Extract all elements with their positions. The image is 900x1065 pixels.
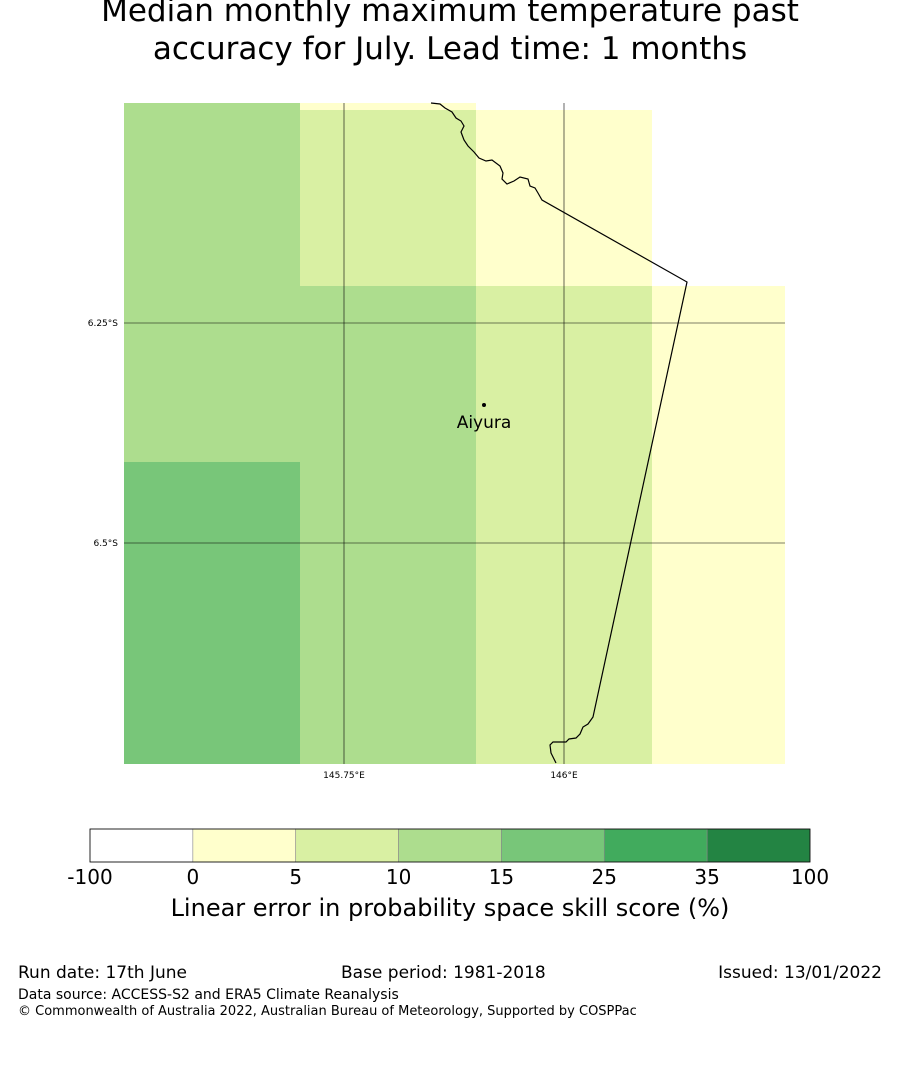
colorbar-segment bbox=[89, 828, 194, 863]
colorbar-tick-label: 15 bbox=[489, 865, 514, 889]
lat-label: 6.25°S bbox=[88, 319, 119, 329]
colorbar-segment bbox=[501, 828, 605, 863]
issued-date: Issued: 13/01/2022 bbox=[718, 963, 882, 983]
gridlines bbox=[124, 103, 785, 764]
data-source: Data source: ACCESS-S2 and ERA5 Climate … bbox=[18, 987, 399, 1003]
colorbar-tick-label: 5 bbox=[289, 865, 302, 889]
run-date: Run date: 17th June bbox=[18, 963, 187, 983]
cell bbox=[300, 286, 476, 764]
colorbar-tick-label: 25 bbox=[592, 865, 617, 889]
cell bbox=[300, 110, 476, 286]
lon-label: 145.75°E bbox=[323, 771, 365, 781]
copyright: © Commonwealth of Australia 2022, Austra… bbox=[18, 1004, 637, 1019]
place-label: Aiyura bbox=[457, 413, 512, 433]
map-figure: Aiyura 6.25°S 6.5°S 145.75°E 146°E -100 0… bbox=[67, 102, 829, 922]
colorbar-segment bbox=[706, 828, 811, 863]
colorbar-outline bbox=[89, 828, 811, 863]
colorbar-segment bbox=[192, 828, 297, 863]
colorbar-tick-label: 35 bbox=[694, 865, 719, 889]
colorbar-segment bbox=[295, 828, 399, 863]
lon-label: 146°E bbox=[550, 771, 578, 781]
cell bbox=[124, 462, 300, 764]
border-line bbox=[430, 102, 688, 764]
lat-label: 6.5°S bbox=[93, 539, 118, 549]
colorbar: -100 0 5 10 15 25 35 100 bbox=[67, 828, 829, 889]
location-marker bbox=[482, 403, 486, 407]
colorbar-label: Linear error in probability space skill … bbox=[171, 894, 730, 922]
colorbar-segment bbox=[398, 828, 502, 863]
skill-cells bbox=[124, 103, 785, 764]
colorbar-tick-label: -100 bbox=[67, 865, 112, 889]
title-line-2: accuracy for July. Lead time: 1 months bbox=[152, 31, 748, 67]
colorbar-tick-label: 100 bbox=[791, 865, 829, 889]
cell bbox=[652, 286, 785, 764]
base-period: Base period: 1981-2018 bbox=[341, 963, 546, 983]
colorbar-segment bbox=[603, 828, 708, 863]
cell bbox=[124, 103, 300, 462]
colorbar-tick-label: 10 bbox=[386, 865, 411, 889]
colorbar-tick-label: 0 bbox=[186, 865, 199, 889]
title-line-1: Median monthly maximum temperature past bbox=[101, 0, 799, 29]
chart-title: Median monthly maximum temperature past … bbox=[0, 0, 900, 68]
cell bbox=[300, 103, 476, 110]
